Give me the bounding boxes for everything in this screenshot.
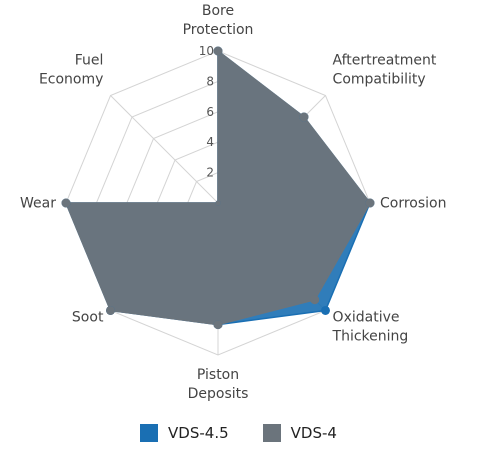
series-points xyxy=(61,46,375,330)
radar-chart: 2 4 6 8 10 Bore Protection Aftertreatment Compa… xyxy=(20,3,446,402)
legend-label-vds-4-5: VDS-4.5 xyxy=(168,424,229,442)
category-label: Oxidative Thickening xyxy=(332,310,409,345)
radial-tick-label: 2 xyxy=(206,166,214,180)
category-label: Wear xyxy=(20,196,56,212)
category-labels: Bore Protection Aftertreatment Compatibilit… xyxy=(20,3,446,402)
data-point[interactable] xyxy=(106,305,116,315)
series-areas xyxy=(65,50,371,326)
category-label: Corrosion xyxy=(380,196,447,212)
legend-swatch-vds-4-5 xyxy=(140,424,159,442)
category-label: Fuel Economy xyxy=(39,52,103,87)
data-point[interactable] xyxy=(365,198,375,208)
data-point[interactable] xyxy=(213,46,223,56)
legend: VDS-4.5 VDS-4 xyxy=(0,424,477,442)
data-point[interactable] xyxy=(215,200,221,206)
legend-label-vds-4: VDS-4 xyxy=(290,424,337,442)
category-label: Bore Protection xyxy=(183,3,254,38)
radial-tick-label: 4 xyxy=(206,135,214,149)
legend-swatch-vds-4 xyxy=(262,424,281,442)
category-label: Soot xyxy=(72,310,104,326)
legend-item-vds-4[interactable]: VDS-4 xyxy=(262,424,337,442)
grid-spoke xyxy=(110,95,219,204)
series-area-vds-4[interactable] xyxy=(65,50,371,326)
data-point[interactable] xyxy=(213,320,223,330)
category-label: Aftertreatment Compatibility xyxy=(333,52,437,87)
legend-item-vds-4-5[interactable]: VDS-4.5 xyxy=(140,424,229,442)
radial-tick-labels: 2 4 6 8 10 xyxy=(199,44,214,180)
data-point[interactable] xyxy=(310,295,320,305)
data-point[interactable] xyxy=(299,112,309,122)
radial-tick-label: 10 xyxy=(199,44,214,58)
radial-tick-label: 6 xyxy=(206,105,214,119)
radial-tick-label: 8 xyxy=(206,74,214,88)
category-label: Piston Deposits xyxy=(188,367,249,402)
data-point[interactable] xyxy=(320,305,330,315)
data-point[interactable] xyxy=(61,198,71,208)
